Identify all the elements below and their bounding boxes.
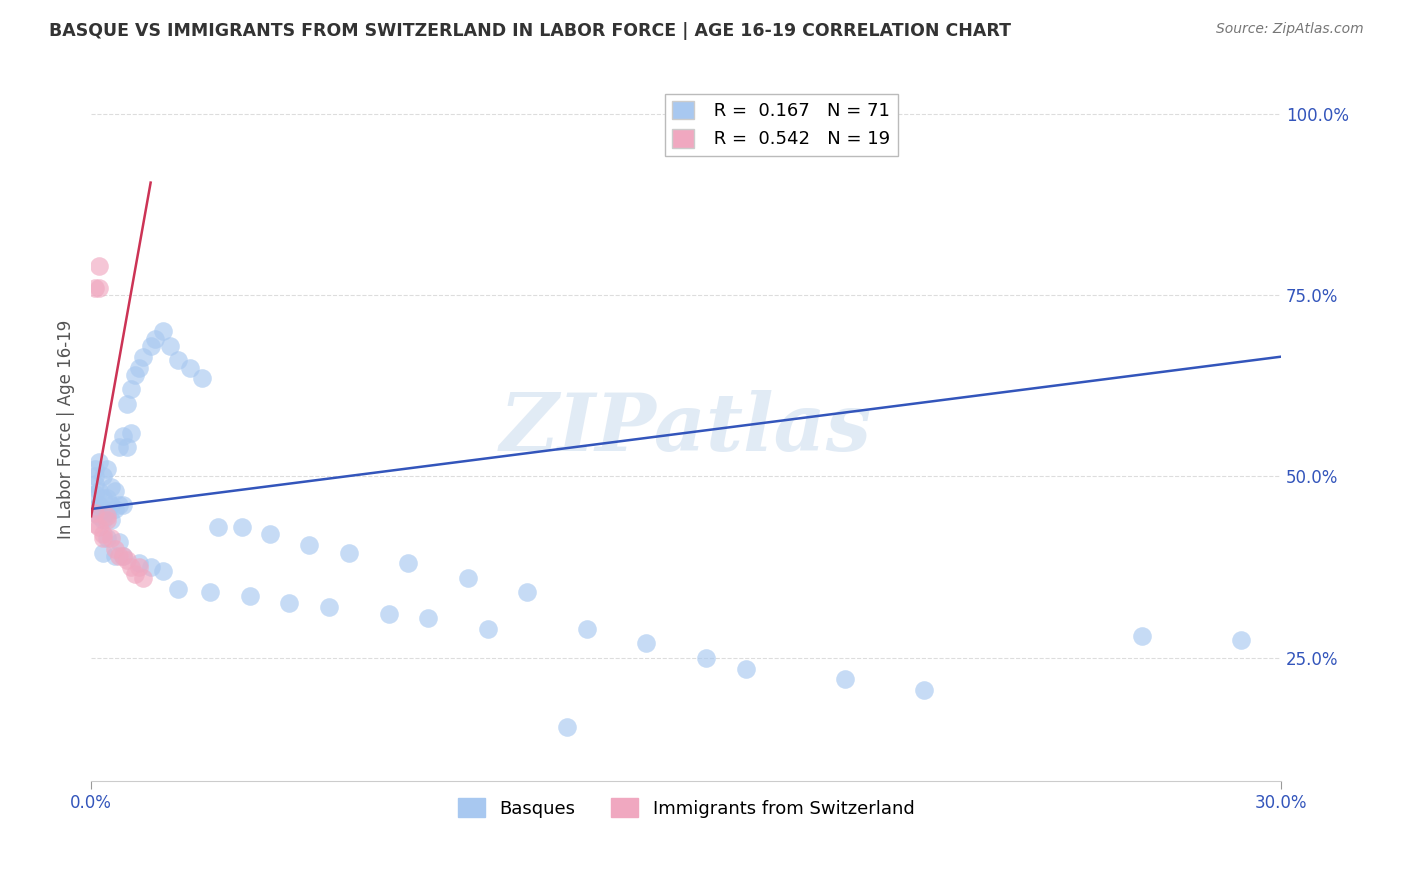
Text: Source: ZipAtlas.com: Source: ZipAtlas.com bbox=[1216, 22, 1364, 37]
Point bbox=[555, 720, 578, 734]
Point bbox=[84, 487, 107, 501]
Y-axis label: In Labor Force | Age 16-19: In Labor Force | Age 16-19 bbox=[58, 319, 75, 539]
Point bbox=[377, 607, 399, 622]
Point bbox=[179, 360, 201, 375]
Point bbox=[87, 483, 110, 498]
Point bbox=[695, 650, 717, 665]
Point bbox=[84, 281, 107, 295]
Point bbox=[91, 545, 114, 559]
Point bbox=[124, 567, 146, 582]
Point bbox=[152, 564, 174, 578]
Point bbox=[108, 499, 131, 513]
Point bbox=[1130, 629, 1153, 643]
Point bbox=[207, 520, 229, 534]
Point bbox=[84, 502, 107, 516]
Point bbox=[337, 545, 360, 559]
Point bbox=[139, 339, 162, 353]
Point bbox=[120, 425, 142, 440]
Point bbox=[318, 599, 340, 614]
Point bbox=[167, 582, 190, 596]
Point bbox=[834, 673, 856, 687]
Text: ZIPatlas: ZIPatlas bbox=[501, 391, 872, 468]
Point bbox=[477, 622, 499, 636]
Point bbox=[104, 502, 127, 516]
Point bbox=[96, 462, 118, 476]
Point bbox=[111, 549, 134, 563]
Point bbox=[167, 353, 190, 368]
Point bbox=[418, 611, 440, 625]
Point bbox=[124, 368, 146, 382]
Point bbox=[84, 516, 107, 531]
Point bbox=[108, 441, 131, 455]
Point bbox=[1230, 632, 1253, 647]
Point bbox=[198, 585, 221, 599]
Point bbox=[96, 531, 118, 545]
Point bbox=[259, 527, 281, 541]
Point bbox=[278, 596, 301, 610]
Point bbox=[100, 531, 122, 545]
Legend: Basques, Immigrants from Switzerland: Basques, Immigrants from Switzerland bbox=[450, 791, 922, 825]
Point bbox=[96, 509, 118, 524]
Point bbox=[132, 571, 155, 585]
Point bbox=[87, 520, 110, 534]
Point bbox=[111, 549, 134, 563]
Point bbox=[734, 662, 756, 676]
Point bbox=[84, 469, 107, 483]
Point bbox=[87, 499, 110, 513]
Point bbox=[108, 534, 131, 549]
Point bbox=[104, 483, 127, 498]
Point bbox=[231, 520, 253, 534]
Point bbox=[239, 589, 262, 603]
Point bbox=[96, 513, 118, 527]
Point bbox=[115, 441, 138, 455]
Point bbox=[84, 506, 107, 520]
Point bbox=[91, 513, 114, 527]
Point bbox=[96, 506, 118, 520]
Point bbox=[912, 683, 935, 698]
Point bbox=[120, 382, 142, 396]
Point bbox=[91, 502, 114, 516]
Point bbox=[100, 480, 122, 494]
Point bbox=[143, 332, 166, 346]
Point bbox=[128, 360, 150, 375]
Point bbox=[87, 259, 110, 273]
Point bbox=[87, 455, 110, 469]
Point bbox=[120, 560, 142, 574]
Point bbox=[457, 571, 479, 585]
Point bbox=[396, 557, 419, 571]
Point bbox=[152, 324, 174, 338]
Point bbox=[298, 538, 321, 552]
Point bbox=[159, 339, 181, 353]
Point bbox=[100, 499, 122, 513]
Text: BASQUE VS IMMIGRANTS FROM SWITZERLAND IN LABOR FORCE | AGE 16-19 CORRELATION CHA: BASQUE VS IMMIGRANTS FROM SWITZERLAND IN… bbox=[49, 22, 1011, 40]
Point bbox=[128, 560, 150, 574]
Point bbox=[115, 553, 138, 567]
Point bbox=[87, 281, 110, 295]
Point bbox=[111, 499, 134, 513]
Point bbox=[104, 541, 127, 556]
Point bbox=[516, 585, 538, 599]
Point bbox=[100, 513, 122, 527]
Point bbox=[91, 469, 114, 483]
Point bbox=[91, 527, 114, 541]
Point bbox=[575, 622, 598, 636]
Point bbox=[91, 491, 114, 505]
Point bbox=[636, 636, 658, 650]
Point bbox=[191, 371, 214, 385]
Point bbox=[111, 429, 134, 443]
Point bbox=[108, 549, 131, 563]
Point bbox=[139, 560, 162, 574]
Point bbox=[84, 462, 107, 476]
Point bbox=[128, 557, 150, 571]
Point bbox=[87, 509, 110, 524]
Point bbox=[104, 549, 127, 563]
Point bbox=[91, 531, 114, 545]
Point bbox=[132, 350, 155, 364]
Point bbox=[115, 397, 138, 411]
Point bbox=[84, 476, 107, 491]
Point bbox=[96, 491, 118, 505]
